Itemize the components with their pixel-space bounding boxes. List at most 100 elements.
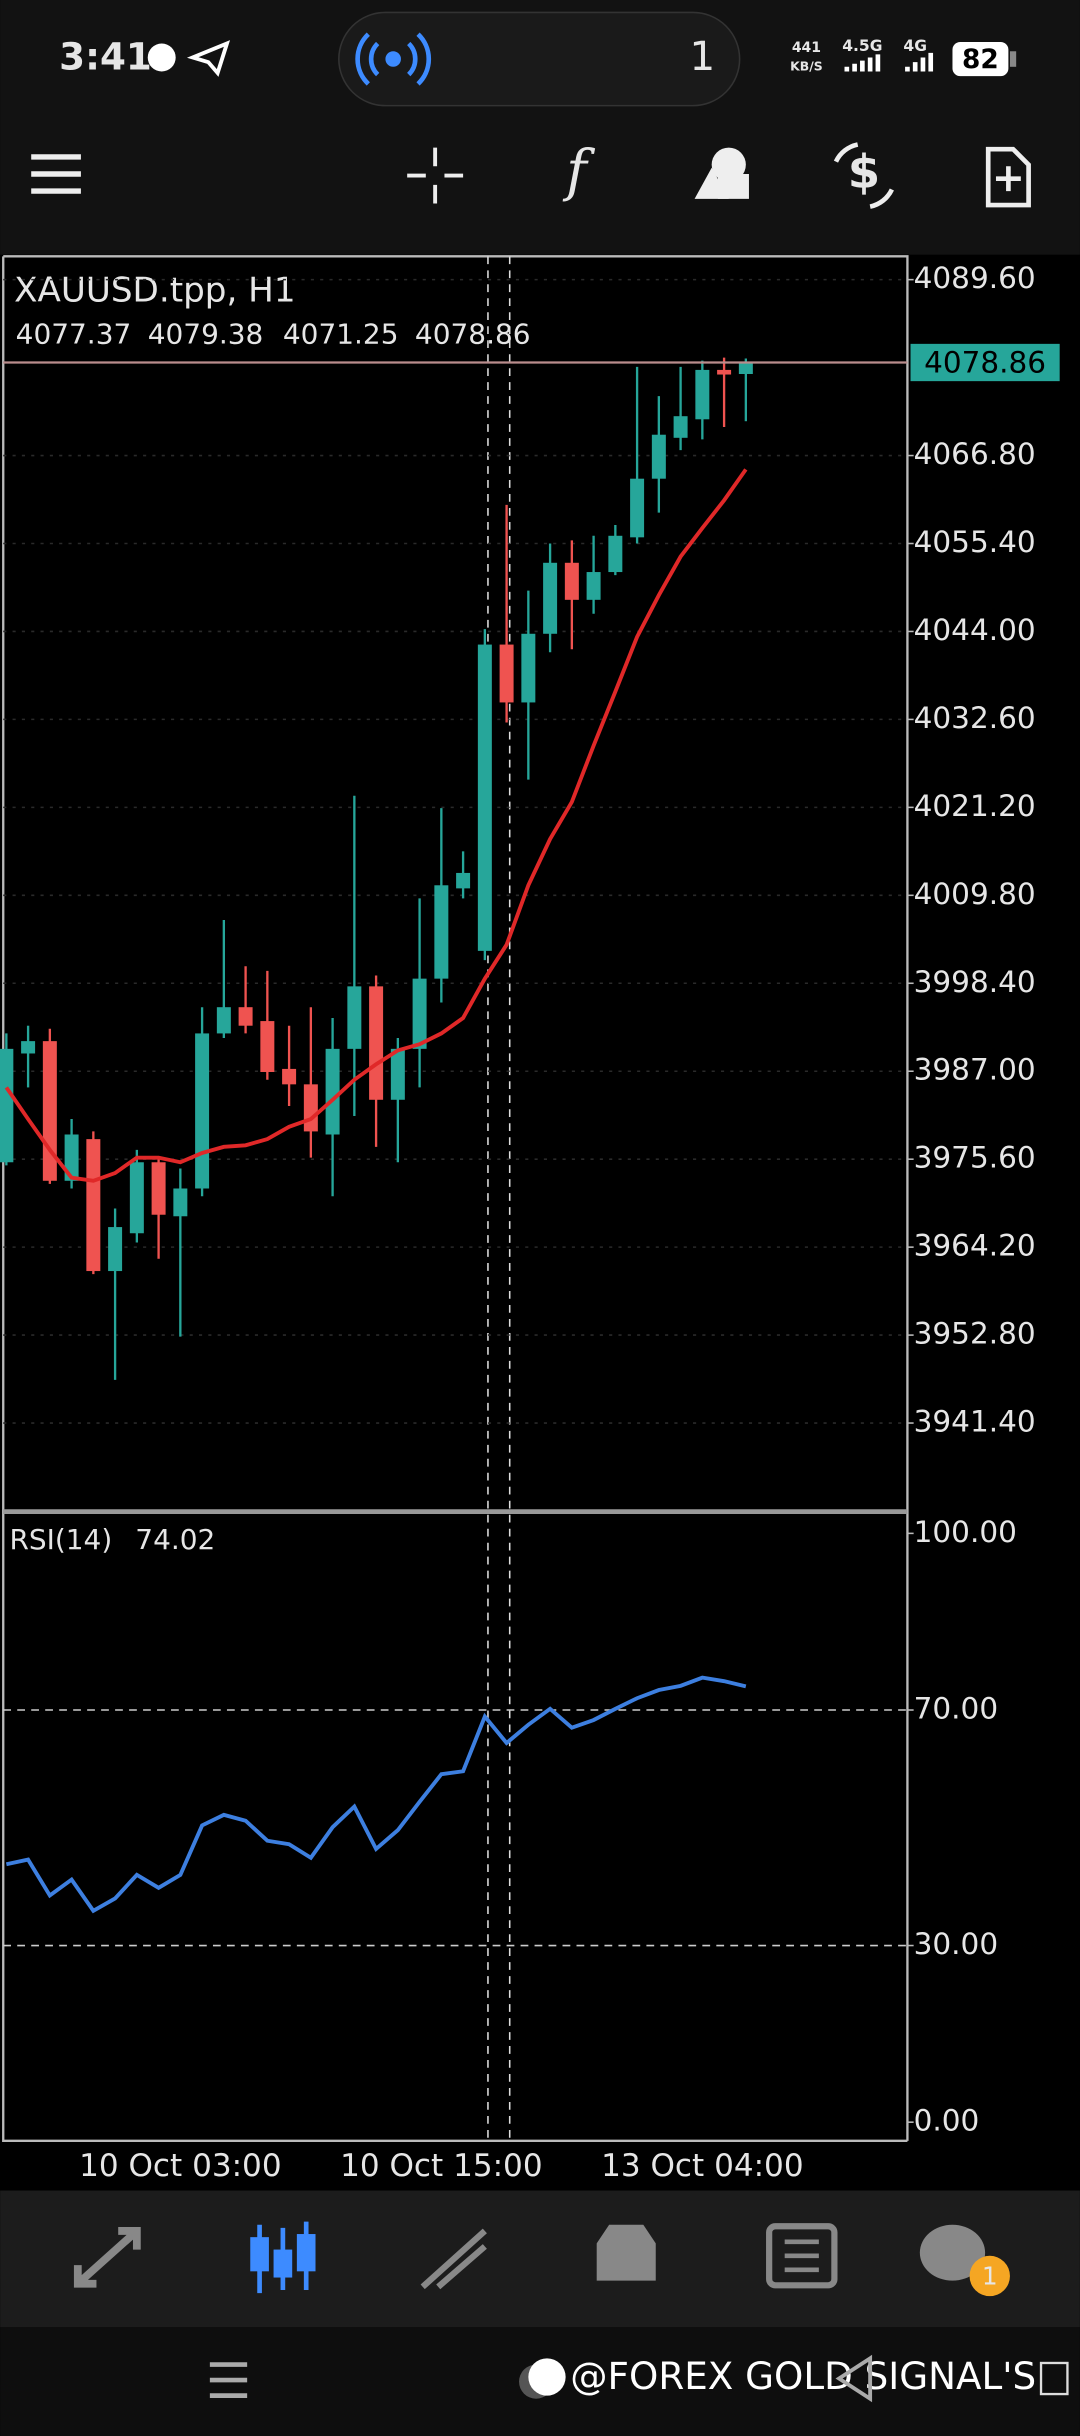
y-tick-label: 100.00: [914, 1515, 1017, 1549]
price-label-bg: [910, 343, 1060, 382]
x-tick-label: 10 Oct 03:00: [79, 2148, 281, 2184]
y-tick-label: 3975.60: [914, 1141, 1036, 1175]
trade-icon[interactable]: $: [848, 145, 880, 199]
new-order-plus: [995, 166, 1021, 192]
candle-body: [108, 1227, 123, 1272]
candle-body: [630, 478, 645, 538]
telegram-icon: [186, 40, 231, 77]
chart-tab-icon: [296, 2234, 316, 2272]
signal-bars: [844, 54, 881, 72]
y-tick-label: 4044.00: [914, 613, 1036, 647]
bottom-nav: [0, 2190, 1080, 2328]
candle-body: [282, 1068, 297, 1085]
moving-average: [4, 468, 748, 1183]
battery: [952, 41, 1009, 77]
candle-body: [0, 1048, 14, 1163]
candle-body: [21, 1041, 36, 1054]
rsi-line: [5, 1675, 747, 1914]
candle-body: [303, 1084, 318, 1132]
candle-body: [477, 644, 492, 951]
candle-body: [216, 1007, 231, 1034]
candle-body: [608, 535, 623, 573]
objects-icon: [717, 174, 749, 199]
back-button[interactable]: [835, 2354, 873, 2403]
candle-body: [564, 562, 579, 600]
news-tab-lines: [784, 2239, 819, 2273]
badge: [969, 2255, 1010, 2297]
facebook-logo: [528, 2358, 566, 2396]
ohlc-value: 4071.25: [283, 318, 399, 351]
candle-body: [543, 562, 558, 634]
candle-body: [347, 986, 362, 1049]
candle-body: [195, 1033, 210, 1189]
candle-body: [369, 986, 384, 1100]
facebook-icon: [147, 43, 176, 72]
net-speed: 441: [792, 40, 821, 56]
y-tick-label: 3952.80: [914, 1317, 1036, 1351]
y-tick-label: 4032.60: [914, 701, 1036, 735]
candle-body: [717, 369, 732, 375]
notification-count: 1: [689, 33, 715, 80]
chart-tab-icon: [273, 2249, 293, 2278]
symbol-title: XAUUSD.tpp, H1: [14, 271, 296, 311]
y-tick-label: 70.00: [914, 1692, 998, 1726]
candle-body: [586, 572, 601, 600]
history-tab-icon[interactable]: [596, 2224, 656, 2281]
quotes-icon[interactable]: [73, 2227, 141, 2288]
candle-body: [434, 885, 449, 979]
y-tick-label: 4021.20: [914, 789, 1036, 823]
candle-body: [260, 1021, 275, 1072]
y-tick-label: 4055.40: [914, 525, 1036, 559]
candle-body: [390, 1048, 405, 1100]
candle-body: [651, 434, 666, 479]
y-tick-label: 4066.80: [914, 437, 1036, 471]
candle-body: [695, 369, 710, 420]
candle-body: [173, 1188, 188, 1217]
chart-tab-icon: [250, 2237, 269, 2272]
candle-body: [42, 1041, 57, 1181]
broadcast-icon: [385, 51, 401, 67]
recent-apps-button[interactable]: [209, 2362, 248, 2398]
battery-level: 82: [962, 44, 999, 75]
y-tick-label: 4009.80: [914, 877, 1036, 911]
crosshair-icon[interactable]: [407, 147, 464, 204]
candle-body: [86, 1139, 101, 1272]
watermark: @FOREX GOLD SIGNAL'S: [570, 2354, 1036, 2398]
candle-body: [456, 872, 471, 889]
dynamic-pill[interactable]: [338, 11, 741, 107]
candle-body: [499, 644, 514, 703]
candle-body: [412, 978, 427, 1049]
network-label: 4G: [903, 37, 927, 55]
candle-body: [151, 1162, 166, 1215]
y-tick-label: 3964.20: [914, 1229, 1036, 1263]
new-order-icon[interactable]: [985, 146, 1031, 208]
y-tick-label: 0.00: [914, 2104, 980, 2138]
candle-body: [64, 1134, 79, 1181]
candle-body: [238, 1007, 253, 1026]
candle-body: [738, 362, 753, 374]
y-tick-label: 4089.60: [914, 261, 1036, 295]
rsi-value: 74.02: [135, 1523, 215, 1556]
signal-bars: [905, 52, 934, 72]
candle-body: [521, 633, 536, 703]
broadcast-waves: [355, 32, 432, 86]
price-label: 4078.86: [924, 346, 1046, 380]
trade-tab-icon[interactable]: [420, 2228, 487, 2290]
candle-body: [129, 1162, 144, 1234]
y-tick-label: 3941.40: [914, 1405, 1036, 1439]
net-speed-unit: KB/S: [790, 58, 823, 73]
objects-icon: [711, 147, 746, 182]
ohlc-value: 4079.38: [148, 318, 264, 351]
badge-count: 1: [982, 2262, 998, 2291]
y-tick-label: 30.00: [914, 1927, 998, 1961]
candle-body: [673, 416, 688, 438]
y-tick-label: 3998.40: [914, 965, 1036, 999]
x-tick-label: 10 Oct 15:00: [340, 2148, 543, 2184]
chat-tab-icon[interactable]: [919, 2224, 986, 2281]
rsi-label: RSI(14): [9, 1523, 112, 1556]
trade-arrows: [833, 142, 894, 209]
news-tab-icon[interactable]: [766, 2223, 838, 2289]
menu-icon[interactable]: [31, 154, 81, 194]
x-tick-label: 13 Oct 04:00: [601, 2148, 803, 2184]
